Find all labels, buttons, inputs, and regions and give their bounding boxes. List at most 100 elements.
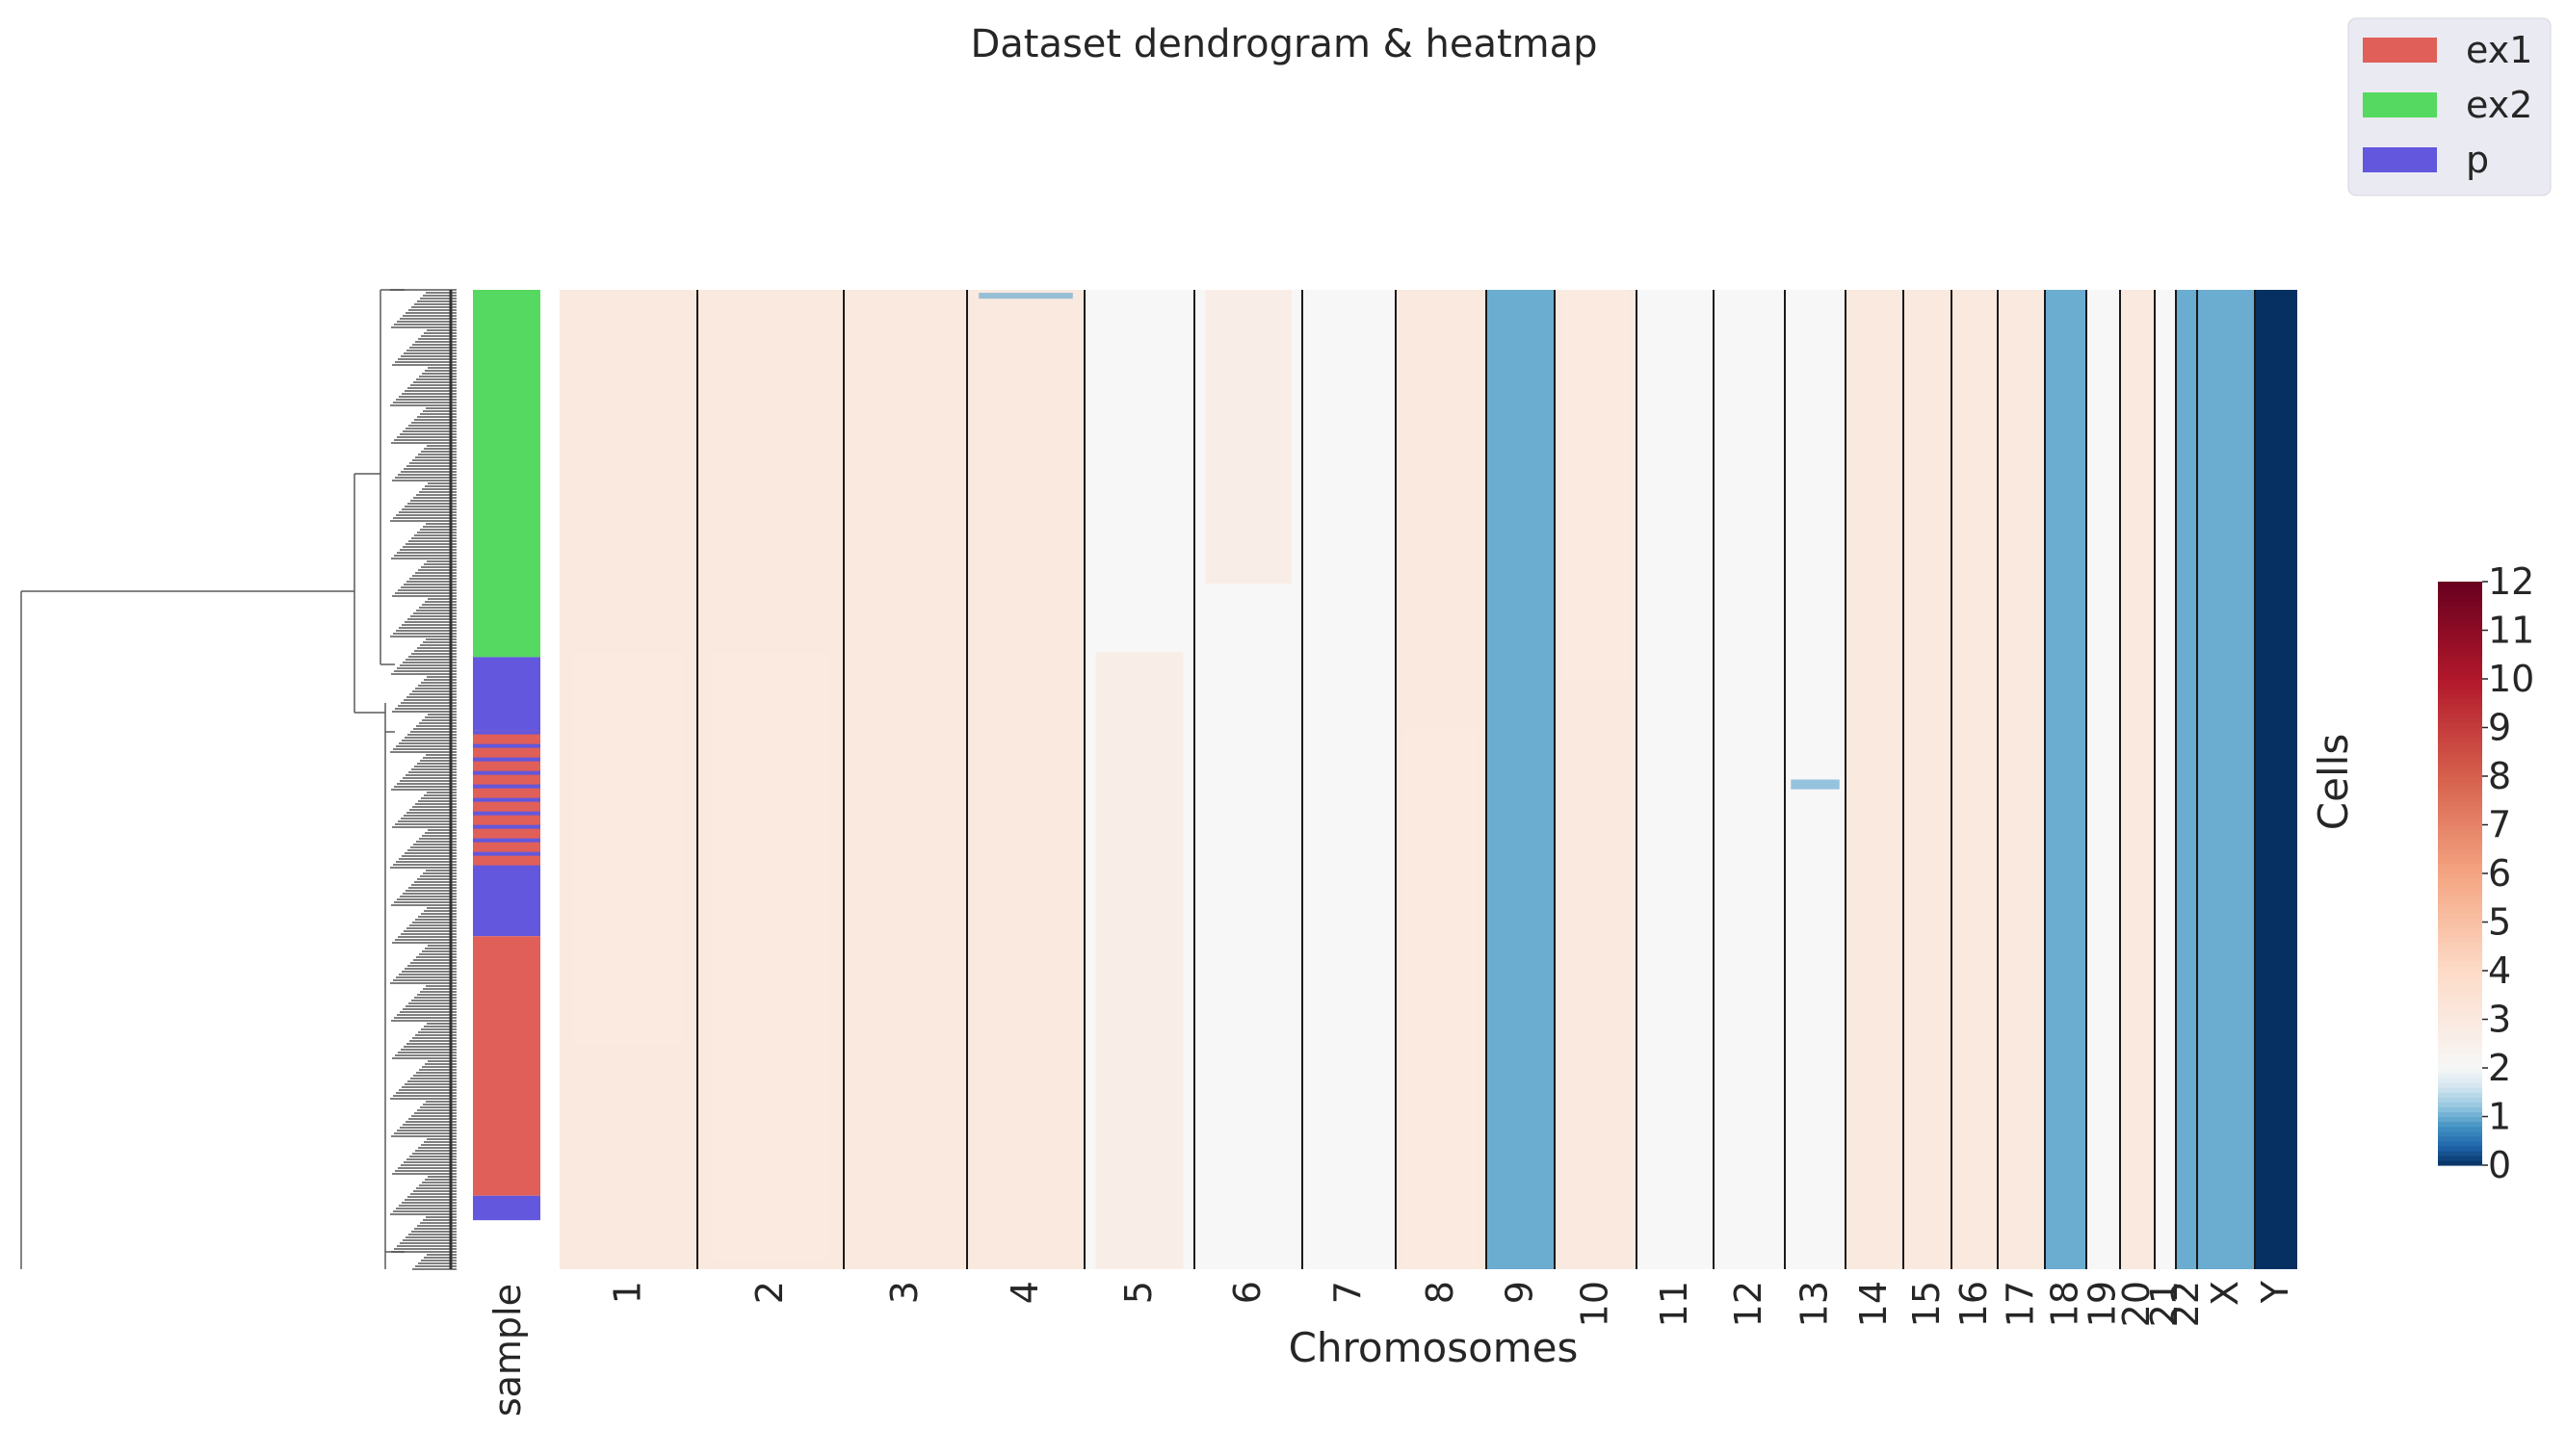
colorbar-gradient-cell: [2438, 960, 2482, 967]
colorbar-gradient-cell: [2438, 727, 2482, 734]
colorbar-gradient-cell: [2438, 883, 2482, 889]
sample-block-p: [473, 1195, 540, 1221]
colorbar-gradient-cell: [2438, 1078, 2482, 1083]
colorbar-gradient-cell: [2438, 770, 2482, 777]
colorbar-gradient-cell: [2438, 698, 2482, 704]
colorbar-gradient-cell: [2438, 601, 2482, 607]
colorbar-gradient-cell: [2438, 1009, 2482, 1016]
colorbar-tick-label: 9: [2488, 707, 2511, 749]
colorbar-gradient-cell: [2438, 897, 2482, 903]
chromosome-tick-label: 7: [1327, 1281, 1370, 1304]
colorbar-tick-label: 12: [2488, 560, 2534, 603]
sample-stripe-p: [473, 757, 540, 762]
colorbar-gradient-cell: [2438, 1053, 2482, 1059]
heatmap-column-chr19: [2086, 290, 2120, 1269]
colorbar-gradient-cell: [2438, 1038, 2482, 1045]
legend-swatch-ex1: [2363, 38, 2437, 63]
chromosome-tick-label: 19: [2082, 1281, 2124, 1327]
colorbar-gradient-cell: [2438, 1145, 2482, 1152]
colorbar-gradient-cell: [2438, 1068, 2482, 1074]
chromosome-tick-label: 13: [1794, 1281, 1836, 1327]
colorbar-gradient-cell: [2438, 995, 2482, 1001]
colorbar-gradient-cell: [2438, 703, 2482, 709]
colorbar-tick-label: 11: [2488, 610, 2534, 652]
legend-swatch-p: [2363, 147, 2437, 172]
colorbar-gradient-cell: [2438, 673, 2482, 680]
colorbar-tick-label: 5: [2488, 901, 2511, 944]
chromosome-tick-label: 12: [1727, 1281, 1769, 1327]
colorbar-gradient-cell: [2438, 1048, 2482, 1054]
chromosome-tick-label: 17: [2000, 1281, 2042, 1327]
heatmap-column-chr18: [2045, 290, 2086, 1269]
colorbar-gradient-cell: [2438, 693, 2482, 699]
colorbar-gradient-cell: [2438, 649, 2482, 656]
sample-stripe-p: [473, 770, 540, 775]
chromosome-tick-label: 2: [748, 1281, 791, 1304]
chromosome-tick-label: 20: [2115, 1281, 2158, 1327]
colorbar-gradient-cell: [2438, 630, 2482, 637]
heatmap-streak: [1095, 652, 1184, 1269]
heatmap: [560, 290, 2297, 1269]
colorbar-gradient-cell: [2438, 786, 2482, 792]
legend-label-ex2: ex2: [2466, 84, 2532, 126]
colorbar-tick-label: 0: [2488, 1144, 2511, 1186]
heatmap-streak: [712, 652, 829, 1260]
colorbar-gradient-cell: [2438, 1062, 2482, 1069]
chromosome-tick-label: X: [2204, 1281, 2246, 1306]
colorbar-gradient-cell: [2438, 1111, 2482, 1118]
colorbar-gradient-cell: [2438, 776, 2482, 782]
colorbar-gradient-cell: [2438, 834, 2482, 841]
colorbar-gradient-cell: [2438, 751, 2482, 758]
sample-stripe-p: [473, 730, 540, 735]
colorbar-gradient-cell: [2438, 971, 2482, 976]
colorbar-gradient-cell: [2438, 819, 2482, 826]
colorbar-gradient-cell: [2438, 917, 2482, 923]
colorbar-gradient-cell: [2438, 659, 2482, 665]
sample-stripe-p: [473, 865, 540, 870]
colorbar-gradient-cell: [2438, 1150, 2482, 1157]
colorbar-gradient-cell: [2438, 1102, 2482, 1107]
colorbar-gradient-cell: [2438, 717, 2482, 724]
heatmap-column-chr9: [1486, 290, 1555, 1269]
sample-axis-label: sample: [486, 1284, 529, 1417]
heatmap-column-chr22: [2176, 290, 2197, 1269]
chromosome-tick-label: 21: [2143, 1281, 2186, 1327]
colorbar-gradient-cell: [2438, 950, 2482, 957]
colorbar-tick-label: 4: [2488, 949, 2511, 992]
colorbar-gradient-cell: [2438, 668, 2482, 675]
colorbar-gradient-cell: [2438, 946, 2482, 952]
colorbar-gradient-cell: [2438, 1004, 2482, 1010]
colorbar-gradient-cell: [2438, 902, 2482, 908]
colorbar-gradient-cell: [2438, 1097, 2482, 1103]
x-axis-label: Chromosomes: [1289, 1324, 1579, 1371]
colorbar-gradient-cell: [2438, 893, 2482, 898]
colorbar-gradient-cell: [2438, 791, 2482, 796]
sample-color-bar: [473, 290, 540, 1221]
colorbar-gradient-cell: [2438, 1028, 2482, 1035]
colorbar-gradient-cell: [2438, 800, 2482, 806]
colorbar-gradient-cell: [2438, 1087, 2482, 1093]
colorbar-gradient-cell: [2438, 615, 2482, 621]
heatmap-streak: [1205, 290, 1292, 585]
colorbar-gradient-cell: [2438, 1092, 2482, 1098]
chromosome-tick-label: 14: [1852, 1281, 1895, 1327]
colorbar-gradient-cell: [2438, 713, 2482, 718]
y-axis-label: Cells: [2310, 734, 2357, 830]
sample-stripe-p: [473, 784, 540, 789]
colorbar-gradient-cell: [2438, 746, 2482, 753]
heatmap-column-chrX: [2197, 290, 2255, 1269]
sample-block-p: [473, 868, 540, 937]
colorbar-gradient-cell: [2438, 1116, 2482, 1123]
sample-stripe-p: [473, 838, 540, 843]
colorbar-gradient-cell: [2438, 839, 2482, 845]
colorbar-gradient-cell: [2438, 931, 2482, 938]
colorbar-gradient-cell: [2438, 926, 2482, 933]
colorbar-gradient-cell: [2438, 1019, 2482, 1026]
heatmap-column-chr4: [967, 290, 1085, 1269]
chromosome-tick-label: 5: [1117, 1281, 1160, 1304]
sample-stripe-p: [473, 743, 540, 748]
heatmap-streak: [979, 293, 1073, 299]
legend: ex1 ex2 p: [2347, 17, 2552, 196]
